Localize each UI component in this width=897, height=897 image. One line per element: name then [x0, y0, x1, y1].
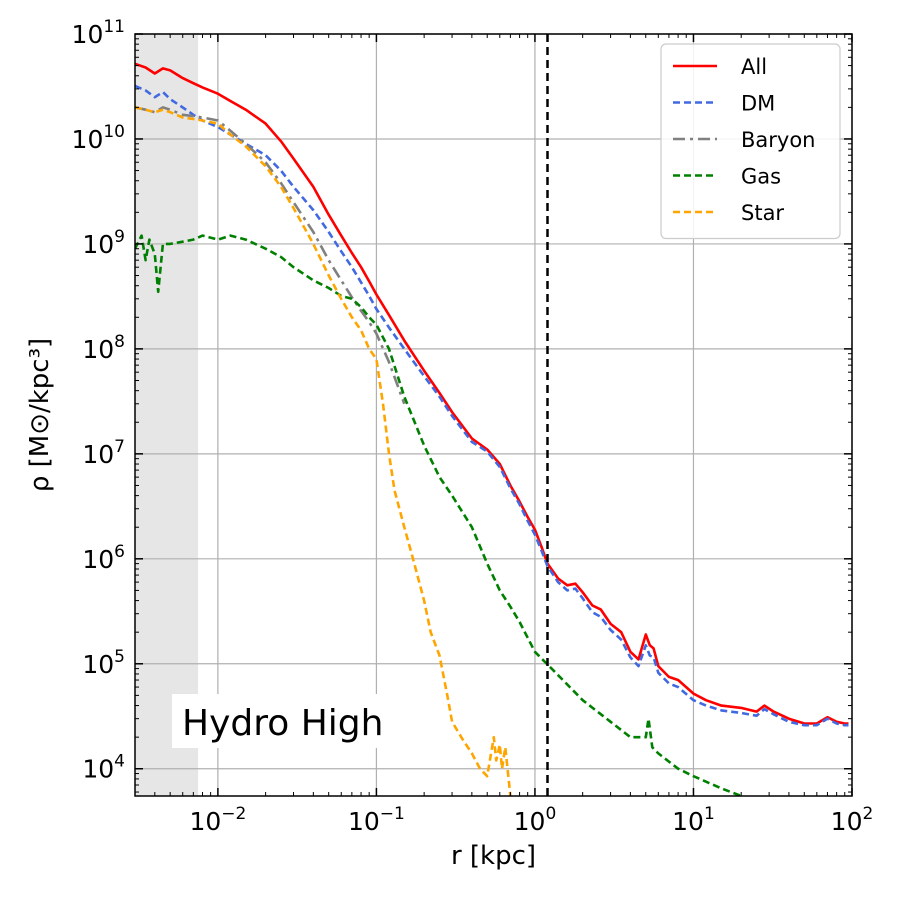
x-tick-label: 10−2: [189, 804, 246, 836]
series-line-dm: [135, 84, 849, 727]
axis-ticks: [134, 33, 853, 796]
x-axis-label: r [kpc]: [451, 841, 536, 871]
x-tick-label: 101: [672, 804, 715, 836]
legend-box: [660, 43, 841, 240]
y-tick-label: 105: [82, 647, 125, 679]
y-tick-label: 108: [82, 332, 125, 364]
y-tick-label: 107: [82, 437, 125, 469]
resolution-shaded-region: [135, 34, 199, 796]
y-tick-label: 104: [82, 752, 125, 784]
legend-label-baryon: Baryon: [741, 128, 816, 152]
y-tick-label: 1011: [72, 17, 125, 49]
legend-label-all: All: [741, 55, 767, 79]
x-tick-label: 100: [514, 804, 557, 836]
plot-frame: [134, 33, 853, 797]
legend-label-gas: Gas: [741, 165, 781, 189]
legend: All DM Baryon Gas Star: [660, 43, 841, 240]
y-tick-label: 106: [82, 542, 125, 574]
legend-label-star: Star: [741, 201, 784, 225]
grid-lines: [135, 33, 853, 796]
x-tick-label: 102: [831, 804, 874, 836]
annotation-background: [172, 694, 404, 748]
annotation-label: Hydro High: [182, 703, 383, 744]
series-lines: [135, 62, 849, 796]
series-line-all: [135, 62, 849, 725]
y-tick-label: 1010: [72, 122, 125, 154]
series-line-gas: [135, 234, 742, 796]
x-tick-label: 10−1: [348, 804, 405, 836]
y-tick-label: 109: [82, 227, 125, 259]
y-axis-label: ρ [M⊙/kpc³]: [25, 338, 55, 492]
series-line-baryon: [135, 106, 406, 405]
legend-label-dm: DM: [741, 92, 775, 116]
series-line-star: [135, 106, 512, 796]
